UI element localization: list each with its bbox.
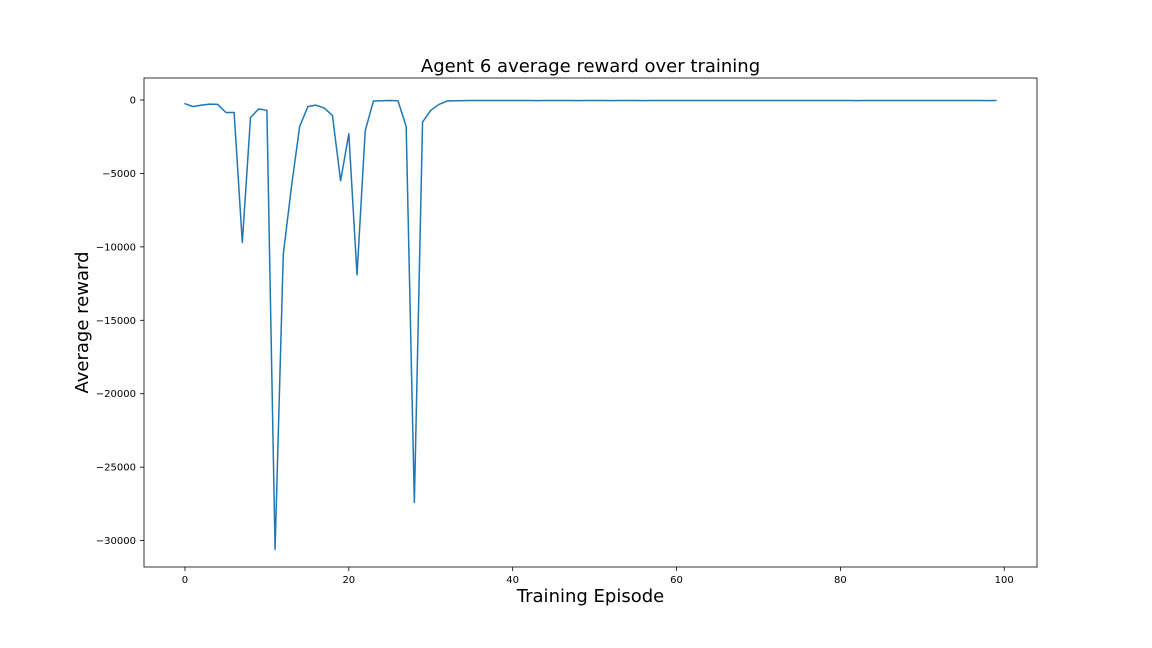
- y-tick-label: −20000: [96, 389, 136, 400]
- chart-title: Agent 6 average reward over training: [421, 56, 760, 77]
- plot-frame: [143, 77, 1038, 568]
- x-axis-label: Training Episode: [516, 586, 664, 607]
- plot-background: [144, 78, 1037, 567]
- x-tick-label: 20: [342, 575, 355, 586]
- x-tick-label: 80: [834, 575, 847, 586]
- x-tick-label: 100: [995, 575, 1014, 586]
- y-tick-label: −5000: [102, 169, 136, 180]
- series-line: [184, 99, 997, 551]
- x-tick-label: 0: [182, 575, 188, 586]
- x-tick-label: 60: [670, 575, 683, 586]
- y-axis-label: Average reward: [72, 252, 93, 394]
- y-tick-label: −10000: [96, 242, 136, 253]
- y-tick-label: −15000: [96, 316, 136, 327]
- x-tick-label: 40: [506, 575, 519, 586]
- y-tick-label: 0: [130, 96, 136, 107]
- y-tick-label: −30000: [96, 536, 136, 547]
- x-ticks: 0 20 40 60 80 100: [182, 567, 1014, 586]
- y-tick-label: −25000: [96, 463, 136, 474]
- y-ticks: 0 −5000 −10000 −15000 −20000 −25000 −30000: [96, 96, 144, 547]
